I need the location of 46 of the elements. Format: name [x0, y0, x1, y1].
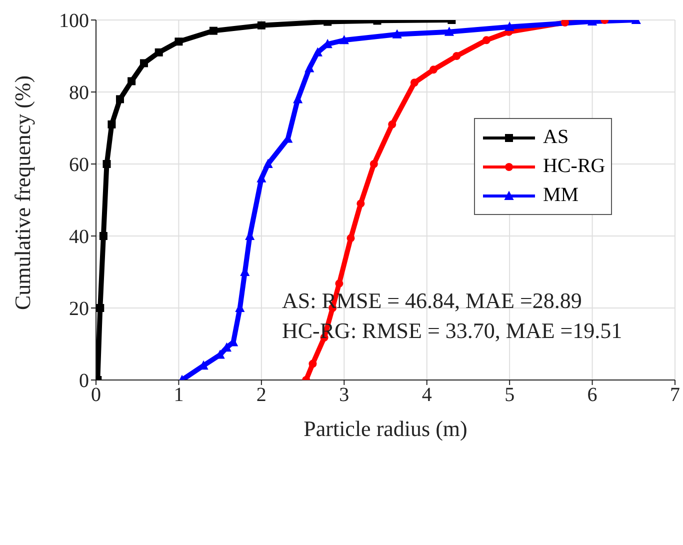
point — [482, 36, 490, 44]
point — [452, 52, 461, 60]
y-tick-label: 60 — [69, 154, 89, 176]
y-tick-label: 20 — [69, 298, 89, 320]
y-tick-label: 100 — [59, 10, 89, 32]
point — [263, 158, 273, 168]
point — [392, 29, 402, 38]
point — [388, 120, 396, 128]
point — [312, 47, 322, 56]
point — [116, 95, 124, 104]
y-tick-label: 0 — [79, 370, 89, 392]
point — [128, 77, 136, 86]
point — [335, 280, 344, 288]
x-axis-title: Particle radius (m) — [304, 416, 468, 441]
point — [154, 48, 163, 56]
x-tick-label: 6 — [587, 384, 598, 406]
x-tick-label: 3 — [339, 384, 350, 406]
x-tick-label: 4 — [422, 384, 432, 406]
point — [444, 26, 454, 36]
point — [102, 160, 111, 168]
point — [370, 160, 378, 168]
x-tick-label: 5 — [504, 384, 515, 406]
legend-label: HC-RG — [543, 155, 606, 178]
point — [304, 63, 314, 72]
point — [356, 200, 365, 208]
point — [560, 20, 569, 27]
point — [108, 120, 116, 128]
legend-label: MM — [543, 184, 579, 207]
legend-label: AS — [543, 126, 569, 149]
point — [504, 22, 514, 31]
point — [410, 78, 418, 87]
y-axis-title: Cumulative frequency (%) — [10, 75, 35, 310]
point — [339, 34, 349, 44]
point — [429, 66, 438, 74]
point — [346, 234, 355, 242]
point — [256, 173, 266, 182]
point — [257, 21, 266, 30]
x-tick-label: 1 — [174, 384, 184, 406]
y-tick-label: 80 — [69, 82, 89, 104]
point — [140, 59, 148, 68]
y-tick-label: 40 — [69, 226, 89, 248]
x-tick-label: 7 — [670, 384, 680, 406]
x-tick-label: 2 — [256, 384, 266, 406]
point — [174, 38, 183, 46]
point — [209, 26, 218, 35]
point — [308, 360, 317, 368]
